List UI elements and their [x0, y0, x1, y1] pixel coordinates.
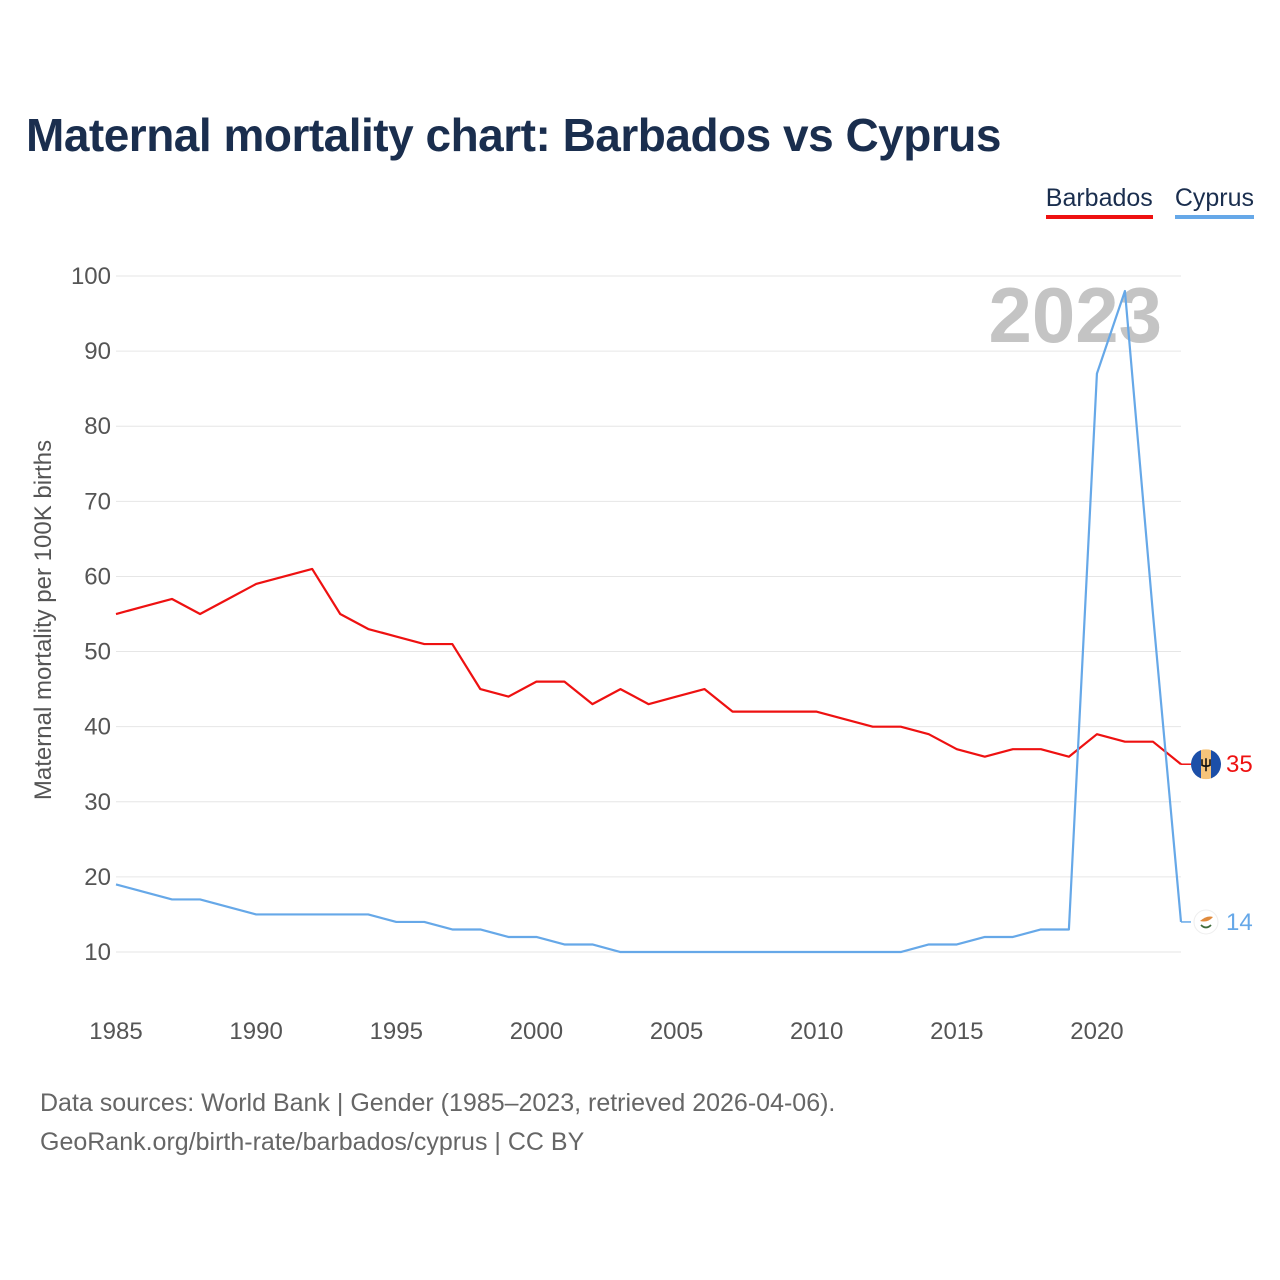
- footer: Data sources: World Bank | Gender (1985–…: [40, 1084, 835, 1162]
- x-tick-label-1985: 1985: [89, 1018, 142, 1045]
- year-watermark: 2023: [988, 271, 1162, 359]
- series-lines: [115, 289, 1183, 954]
- y-tick-label-30: 30: [84, 789, 111, 816]
- x-tick-label-1995: 1995: [370, 1018, 423, 1045]
- x-tick-label-1990: 1990: [229, 1018, 282, 1045]
- y-tick-label-70: 70: [84, 488, 111, 515]
- x-tick-label-2005: 2005: [650, 1018, 703, 1045]
- attribution[interactable]: GeoRank.org/birth-rate/barbados/cyprus |…: [40, 1128, 585, 1156]
- x-tick-label-2020: 2020: [1070, 1018, 1123, 1045]
- legend-item-cyprus[interactable]: Cyprus: [1174, 183, 1254, 219]
- chart-title: Maternal mortality chart: Barbados vs Cy…: [26, 109, 1001, 161]
- y-tick-label-10: 10: [84, 939, 111, 966]
- y-tick-label-40: 40: [84, 714, 111, 741]
- y-tick-label-50: 50: [84, 639, 111, 666]
- y-axis-ticks: 10 20 30 40 50 60 70 80 90 100: [71, 263, 111, 966]
- cyprus-flag-icon: [1193, 909, 1219, 935]
- end-value-label-cyprus: 14: [1226, 909, 1253, 936]
- x-tick-label-2000: 2000: [510, 1018, 563, 1045]
- series-line-barbados[interactable]: [115, 567, 1182, 766]
- barbados-flag-icon: [1191, 749, 1221, 780]
- x-axis-ticks: 1985 1990 1995 2000 2005 2010 2015 2020: [89, 1018, 1123, 1045]
- y-axis-title: Maternal mortality per 100K births: [30, 440, 57, 800]
- y-tick-label-60: 60: [84, 563, 111, 590]
- series-line-cyprus[interactable]: [115, 289, 1183, 954]
- y-tick-label-90: 90: [84, 338, 111, 365]
- x-tick-label-2010: 2010: [790, 1018, 843, 1045]
- legend-item-barbados[interactable]: Barbados: [1045, 183, 1153, 219]
- legend: Barbados Cyprus: [1045, 183, 1254, 219]
- y-tick-label-20: 20: [84, 864, 111, 891]
- gridlines: [116, 275, 1181, 953]
- x-tick-label-2015: 2015: [930, 1018, 983, 1045]
- end-value-label-barbados: 35: [1226, 751, 1253, 778]
- y-tick-label-80: 80: [84, 413, 111, 440]
- source-note: Data sources: World Bank | Gender (1985–…: [40, 1089, 836, 1117]
- series-end-markers: 35 14: [1181, 749, 1253, 936]
- y-tick-label-100: 100: [71, 263, 111, 290]
